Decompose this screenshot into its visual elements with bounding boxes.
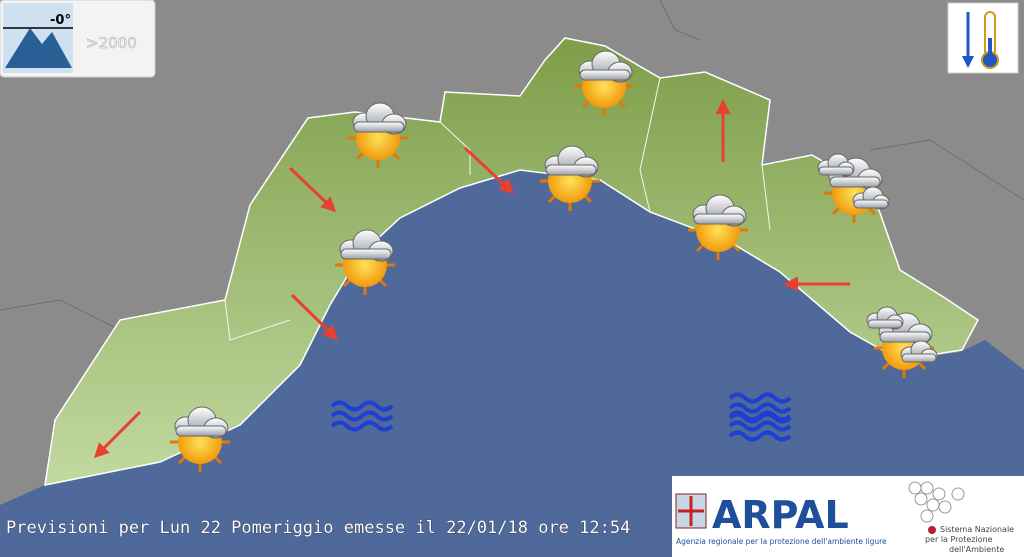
freezing-level-legend: -0° >2000 [0,0,156,78]
borders [0,0,1024,331]
caption: Previsioni per Lun 22 Pomeriggio emesse … [6,518,630,538]
snpa-line: dell'Ambiente [949,545,1004,554]
altitude: >2000 [86,34,137,52]
sea [0,170,1024,557]
logo-name: ARPAL [712,493,849,537]
logo-tagline: Agenzia regionale per la protezione dell… [676,537,887,546]
snpa-line: per la Protezione [925,535,993,544]
temperature-icon [947,2,1019,74]
freezing-level: -0° [50,13,71,28]
logo: ARPAL Agenzia regionale per la protezion… [672,476,1024,557]
snpa-line: Sistema Nazionale [940,525,1014,534]
wind-arrows [93,99,850,459]
province-borders [224,77,771,341]
